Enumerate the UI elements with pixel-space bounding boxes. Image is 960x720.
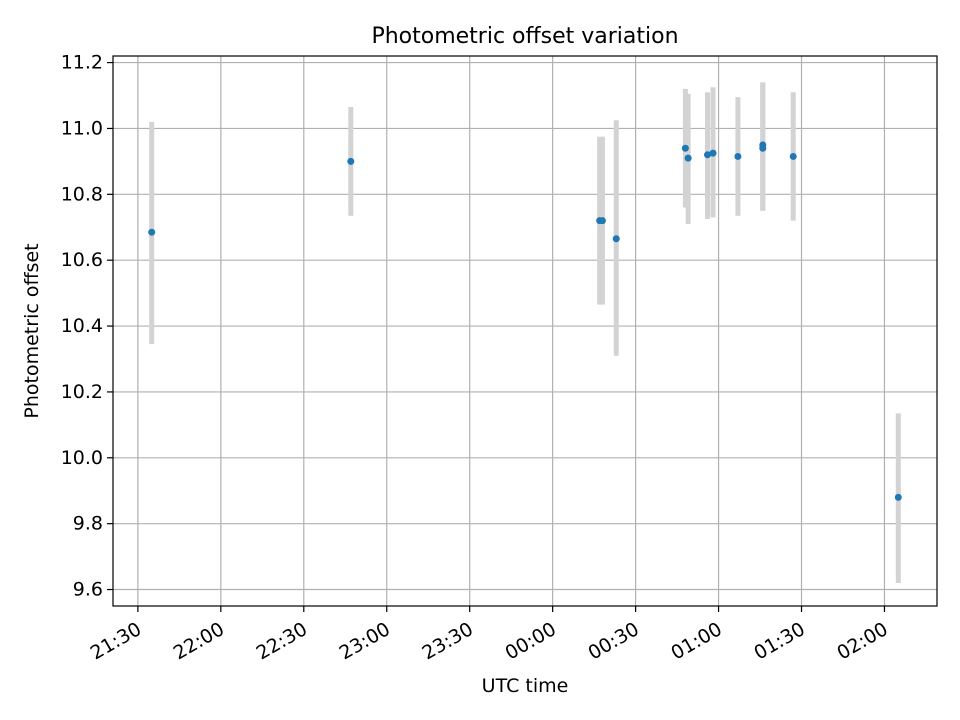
y-tick-label: 10.2	[61, 381, 103, 403]
data-point	[612, 235, 620, 243]
data-point	[703, 151, 711, 159]
data-point	[734, 152, 742, 160]
data-point	[681, 144, 689, 152]
data-point	[894, 493, 902, 501]
data-point	[709, 149, 717, 157]
y-tick-label: 11.2	[61, 52, 103, 74]
data-point	[684, 154, 692, 162]
data-point	[598, 217, 606, 225]
y-tick-label: 10.0	[61, 447, 103, 469]
y-axis-label: Photometric offset	[21, 243, 43, 418]
y-tick-label: 9.8	[73, 513, 103, 535]
data-point	[347, 157, 355, 165]
x-axis-label: UTC time	[482, 675, 569, 697]
data-point	[759, 144, 767, 152]
y-axis-ticks: 9.6 9.8 10.0 10.2 10.4 10.6 10.8 11.0 11.2	[61, 52, 113, 601]
grid	[113, 56, 937, 606]
y-tick-label: 10.4	[61, 315, 103, 337]
data-point	[148, 228, 156, 236]
plot-frame	[112, 55, 938, 607]
y-tick-label: 10.6	[61, 249, 103, 271]
chart-title: Photometric offset variation	[371, 24, 678, 49]
plot-area	[113, 56, 937, 606]
data-point	[789, 152, 797, 160]
y-tick-label: 9.6	[73, 579, 103, 601]
data-points	[148, 141, 902, 501]
y-tick-label: 11.0	[61, 117, 103, 139]
y-tick-label: 10.8	[61, 183, 103, 205]
